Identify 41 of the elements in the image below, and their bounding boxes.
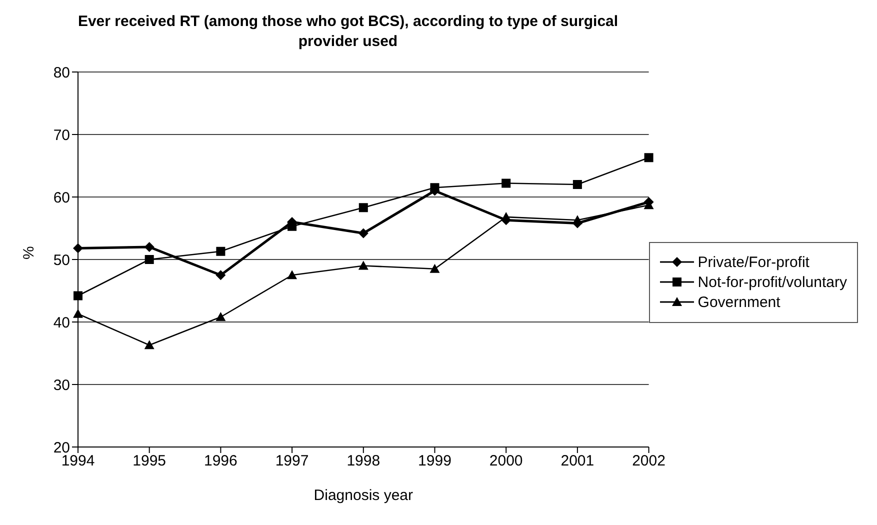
point [287,270,298,280]
point [74,291,82,300]
legend-label: Not-for-profit/voluntary [698,274,847,290]
point [144,340,154,350]
x-axis-title: Diagnosis year [314,487,413,504]
point [430,264,440,273]
legend-label: Private/For-profit [698,254,810,270]
point [73,308,83,318]
chart-title: Ever received RT (among those who got BCS), according to type of surgical provider used [76,12,620,52]
y-tick-label: 30 [53,376,70,394]
y-tick-label: 80 [53,64,70,82]
point [358,203,368,212]
x-tick-label: 1995 [132,452,166,470]
point [216,270,226,280]
point [358,228,368,238]
y-tick-label: 70 [53,126,70,144]
y-axis-title: % [20,246,38,260]
y-tick-label: 60 [53,189,70,206]
point [144,242,154,252]
point [73,243,83,254]
x-tick-label: 1999 [418,452,452,470]
point [216,312,226,321]
x-tick-label: 1998 [346,452,380,470]
point [572,215,582,224]
x-tick-label: 2001 [560,452,594,470]
y-tick-label: 50 [53,252,70,269]
point [288,222,297,231]
point [430,183,440,192]
y-tick-label: 40 [53,314,70,332]
x-tick-label: 1996 [204,452,238,470]
x-tick-label: 2000 [489,452,523,470]
point [572,180,582,189]
point [216,246,226,256]
x-tick-label: 1997 [275,452,309,470]
point [502,178,511,188]
x-tick-label: 2002 [632,452,666,470]
point [358,260,368,270]
point [644,153,654,162]
legend-label: Government [698,294,780,310]
point [144,255,154,264]
point [501,212,512,221]
